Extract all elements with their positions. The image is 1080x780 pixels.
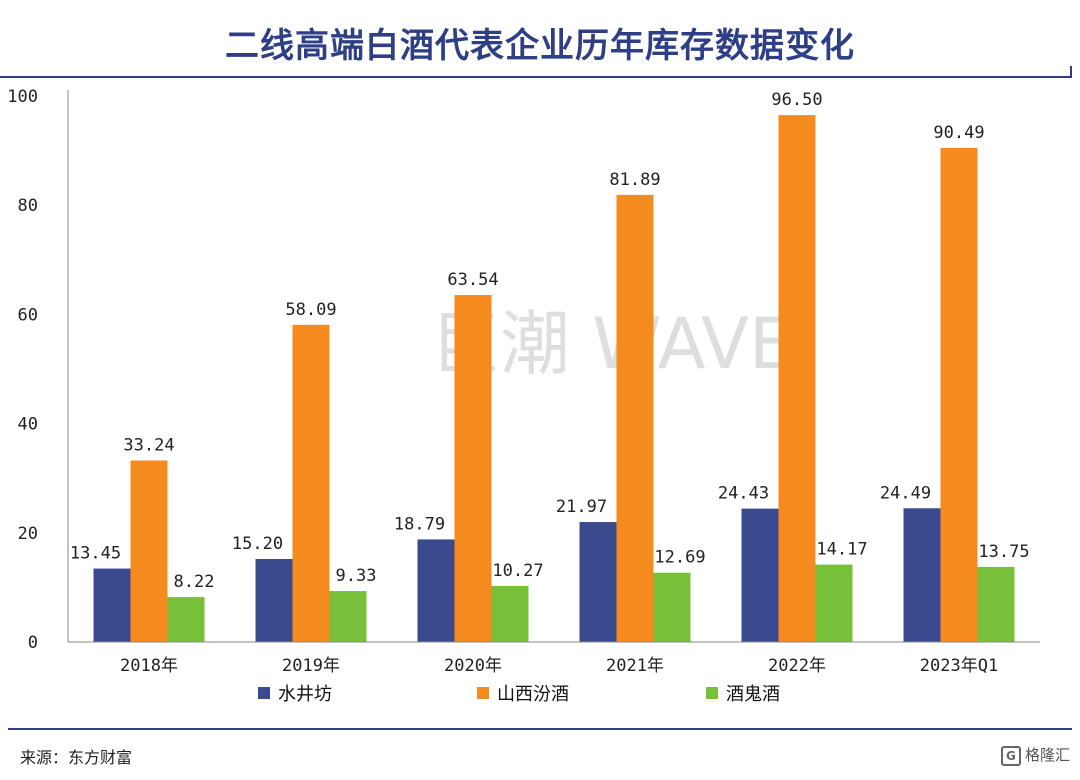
data-label: 15.20 <box>232 534 283 554</box>
x-tick-label: 2022年 <box>768 656 826 676</box>
bar <box>940 147 978 642</box>
bar <box>93 568 131 642</box>
bar <box>454 295 492 642</box>
bar <box>329 591 367 642</box>
data-label: 24.43 <box>718 484 769 504</box>
legend-swatch <box>477 687 489 699</box>
y-tick-label: 20 <box>18 524 38 544</box>
legend: 水井坊 山西汾酒 酒鬼酒 <box>0 680 1080 706</box>
brand-name: 格隆汇 <box>1024 746 1070 764</box>
data-label: 96.50 <box>771 90 822 110</box>
bar <box>255 559 293 642</box>
data-label: 9.33 <box>336 566 377 586</box>
y-tick-label: 100 <box>7 87 38 107</box>
chart-title: 二线高端白酒代表企业历年库存数据变化 <box>225 26 855 66</box>
bars: 13.45 33.24 8.22 15.20 58.09 9.33 18.79 63.54 10… <box>70 90 1030 643</box>
x-axis: 2018年 2019年 2020年 2021年 2022年 2023年Q1 <box>68 641 1040 676</box>
legend-swatch <box>706 687 718 699</box>
y-tick-label: 0 <box>28 633 38 653</box>
legend-label: 酒鬼酒 <box>726 684 780 705</box>
footer-divider <box>8 728 1072 730</box>
bar <box>417 539 455 642</box>
bar <box>130 460 168 642</box>
title-divider <box>0 76 1072 78</box>
data-label: 21.97 <box>556 497 607 517</box>
y-tick-label: 40 <box>18 415 38 435</box>
title-divider-end <box>1070 66 1072 78</box>
bar <box>491 585 529 642</box>
source-note: 来源：东方财富 <box>20 748 133 767</box>
legend-label: 山西汾酒 <box>497 684 569 705</box>
data-label: 58.09 <box>285 300 336 320</box>
brand-mark: G 格隆汇 <box>1000 744 1070 766</box>
legend-item: 酒鬼酒 <box>706 680 780 706</box>
brand-logo-icon: G <box>1000 745 1021 766</box>
data-label: 63.54 <box>447 270 498 290</box>
y-axis: 0 20 40 60 80 100 <box>7 87 69 653</box>
bar <box>653 572 691 642</box>
data-label: 81.89 <box>609 170 660 190</box>
bar <box>616 194 654 642</box>
data-label: 18.79 <box>394 514 445 534</box>
bar <box>167 597 205 642</box>
bar <box>778 115 816 643</box>
legend-label: 水井坊 <box>278 684 332 705</box>
bar <box>977 566 1015 642</box>
data-label: 13.45 <box>70 544 121 564</box>
x-tick-label: 2020年 <box>444 656 502 676</box>
x-tick-label: 2019年 <box>282 656 340 676</box>
data-label: 8.22 <box>174 572 215 592</box>
legend-item: 水井坊 <box>258 680 332 706</box>
bar <box>741 508 779 642</box>
data-label: 33.24 <box>123 436 174 456</box>
y-tick-label: 80 <box>18 196 38 216</box>
legend-item: 山西汾酒 <box>477 680 569 706</box>
data-label: 13.75 <box>978 542 1029 562</box>
bar <box>579 522 617 642</box>
bar <box>903 508 941 642</box>
data-label: 10.27 <box>492 561 543 581</box>
data-label: 14.17 <box>816 540 867 560</box>
bar-chart: 0 20 40 60 80 100 13.45 33.24 8.22 15.20 58.09 9.3… <box>7 87 1040 676</box>
x-tick-label: 2018年 <box>120 656 178 676</box>
x-tick-label: 2021年 <box>606 656 664 676</box>
legend-swatch <box>258 687 270 699</box>
bar <box>815 564 853 642</box>
bar <box>292 324 330 642</box>
x-tick-label: 2023年Q1 <box>920 656 998 676</box>
data-label: 24.49 <box>880 483 931 503</box>
data-label: 90.49 <box>933 123 984 143</box>
y-tick-label: 60 <box>18 305 38 325</box>
data-label: 12.69 <box>654 548 705 568</box>
